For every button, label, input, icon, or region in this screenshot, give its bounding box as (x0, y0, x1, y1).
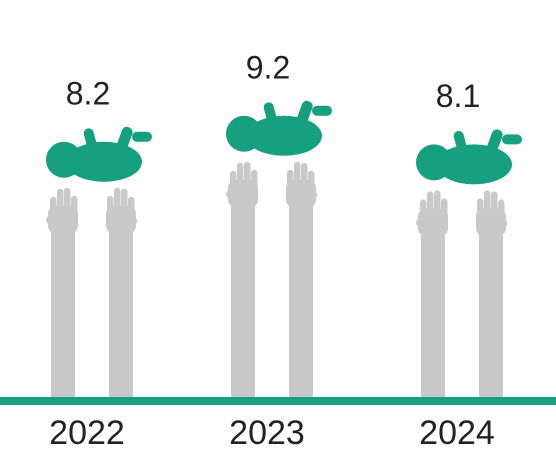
baby-leg (485, 129, 503, 157)
finger (71, 195, 78, 218)
x-tick-label: 2022 (49, 414, 125, 450)
finger (244, 161, 251, 188)
finger (484, 190, 491, 217)
thumb (415, 208, 431, 227)
forearm (51, 225, 75, 397)
finger (251, 169, 258, 192)
baseline (0, 397, 556, 405)
finger (107, 195, 114, 218)
x-tick-label: 2023 (229, 414, 305, 450)
baby-leg (115, 126, 133, 155)
forearm (421, 228, 445, 397)
baby-arm (453, 130, 468, 157)
pictogram (415, 129, 522, 397)
baby-leg (502, 134, 522, 145)
thumb (122, 206, 138, 225)
thumb (492, 209, 508, 227)
baby-head (416, 144, 452, 181)
finger (64, 187, 71, 214)
forearm (109, 225, 133, 397)
finger (294, 161, 301, 188)
finger (441, 198, 448, 221)
value-label: 9.2 (246, 49, 290, 85)
forearm (479, 228, 503, 397)
finger (434, 190, 441, 217)
pictogram (45, 126, 152, 397)
baby-head (226, 115, 262, 152)
baby-head (46, 141, 82, 178)
thumb (45, 206, 61, 224)
pictogram (225, 100, 332, 397)
finger (287, 169, 294, 192)
finger (114, 187, 121, 214)
forearm (289, 199, 313, 397)
baby-leg (295, 100, 313, 129)
forearm (231, 199, 255, 397)
baby-leg (312, 105, 332, 116)
x-tick-label: 2024 (419, 414, 495, 450)
thumb (225, 180, 241, 198)
value-label: 8.1 (436, 78, 480, 114)
baby-leg (132, 131, 152, 142)
thumb (302, 180, 318, 199)
baby-arm (83, 128, 98, 154)
finger (477, 198, 484, 221)
baby-arm (263, 102, 278, 128)
value-label: 8.2 (66, 75, 110, 111)
